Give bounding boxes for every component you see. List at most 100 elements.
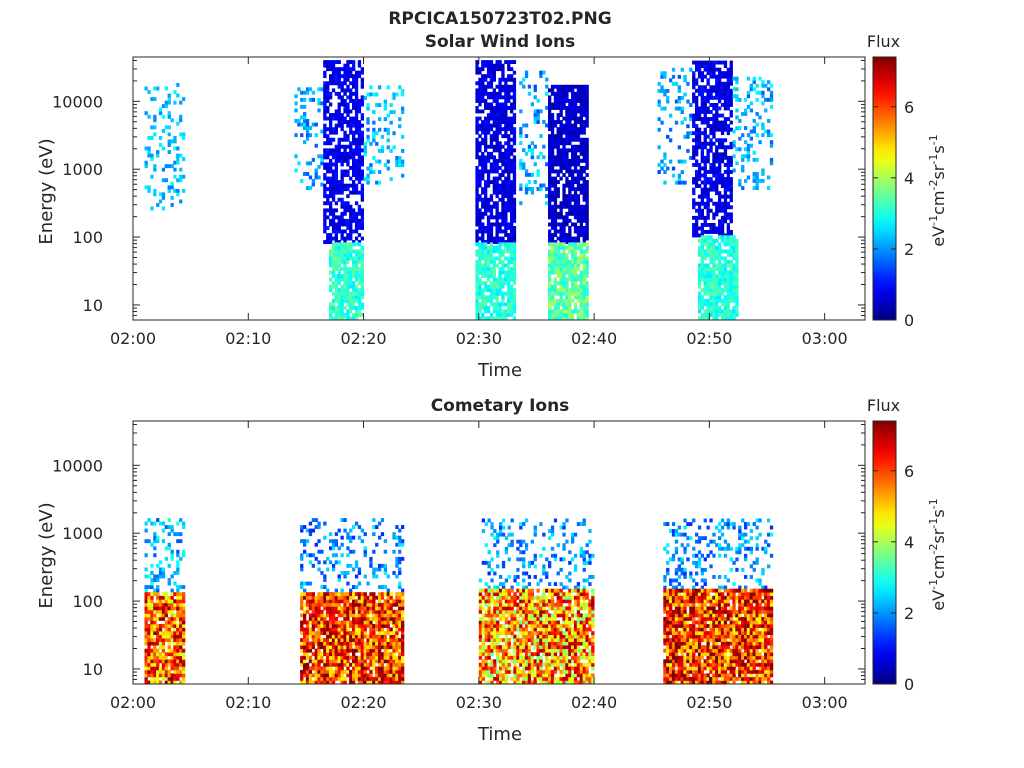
flux-cell [167, 669, 171, 674]
flux-cell [735, 238, 739, 243]
flux-cell [337, 229, 341, 234]
flux-cell [703, 194, 707, 199]
flux-cell [553, 102, 558, 107]
flux-cell [360, 176, 364, 181]
flux-cell [346, 134, 350, 139]
flux-cell [363, 620, 367, 625]
flux-cell [343, 218, 347, 223]
flux-cell [706, 92, 710, 97]
flux-cell [326, 606, 330, 611]
flux-cell [504, 169, 508, 174]
flux-cell [746, 175, 751, 180]
flux-cell [354, 574, 359, 579]
flux-cell [179, 641, 183, 646]
flux-cell [767, 119, 771, 123]
flux-cell [495, 284, 499, 289]
flux-cell [550, 316, 555, 321]
flux-cell [150, 666, 154, 671]
flux-cell [562, 245, 566, 250]
flux-cell [507, 274, 511, 278]
flux-cell [150, 571, 154, 575]
flux-cell [510, 226, 514, 230]
flux-cell [170, 634, 174, 639]
flux-cell [349, 116, 353, 121]
flux-cell [164, 104, 168, 109]
flux-cell [501, 260, 505, 264]
flux-cell [726, 78, 730, 83]
flux-cell [565, 194, 569, 199]
flux-cell [568, 120, 572, 124]
flux-cell [311, 599, 315, 604]
flux-cell [354, 673, 359, 678]
flux-cell [709, 230, 713, 234]
flux-cell [695, 177, 699, 181]
flux-cell [576, 233, 581, 237]
flux-cell [723, 281, 728, 286]
flux-cell [383, 563, 387, 568]
flux-cell [343, 249, 347, 254]
flux-cell [340, 592, 344, 597]
flux-cell [300, 655, 304, 660]
flux-cell [559, 267, 563, 271]
flux-cell [337, 77, 341, 82]
flux-cell [340, 151, 344, 156]
flux-cell [548, 187, 552, 192]
flux-cell [700, 274, 704, 278]
flux-cell [147, 599, 151, 604]
flux-cell [176, 571, 180, 575]
flux-cell [176, 83, 180, 87]
flux-cell [489, 291, 494, 296]
flux-cell [392, 535, 396, 540]
flux-cell [504, 256, 508, 261]
flux-cell [360, 616, 364, 621]
flux-cell [726, 92, 730, 97]
flux-cell [303, 652, 307, 657]
flux-cell [559, 88, 563, 93]
flux-cell [354, 120, 359, 124]
flux-cell [486, 204, 491, 209]
flux-cell [150, 595, 154, 600]
flux-cell [360, 95, 364, 100]
flux-cell [366, 652, 370, 657]
flux-cell [323, 676, 327, 681]
flux-cell [486, 127, 491, 132]
flux-cell [498, 222, 502, 227]
flux-cell [326, 595, 330, 600]
flux-cell [475, 91, 479, 96]
flux-cell [331, 236, 336, 241]
flux-cell [329, 120, 333, 124]
flux-cell [331, 676, 336, 681]
flux-cell [346, 256, 350, 261]
flux-cell [354, 249, 359, 254]
flux-cell [354, 624, 359, 628]
flux-cell [320, 549, 324, 554]
flux-cell [585, 144, 589, 149]
flux-cell [329, 560, 333, 565]
flux-cell [156, 641, 160, 646]
flux-cell [512, 141, 517, 146]
flux-cell [729, 215, 733, 220]
flux-cell [565, 215, 569, 220]
flux-cell [715, 226, 719, 231]
flux-cell [161, 167, 166, 172]
flux-cell [565, 263, 569, 268]
flux-cell [761, 94, 765, 99]
flux-cell [363, 599, 367, 604]
flux-cell [153, 588, 157, 593]
flux-cell [712, 212, 716, 217]
flux-cell [484, 180, 488, 184]
flux-cell [712, 249, 716, 254]
flux-cell [349, 67, 353, 72]
flux-cell [303, 119, 307, 123]
flux-cell [484, 63, 488, 68]
flux-cell [331, 169, 336, 174]
flux-cell [712, 309, 716, 314]
flux-cell [343, 208, 347, 213]
flux-cell [582, 109, 586, 114]
flux-cell [576, 162, 581, 167]
flux-cell [475, 144, 479, 149]
flux-cell [697, 215, 702, 220]
flux-cell [548, 288, 552, 293]
flux-cell [769, 140, 774, 145]
flux-cell [582, 123, 586, 128]
